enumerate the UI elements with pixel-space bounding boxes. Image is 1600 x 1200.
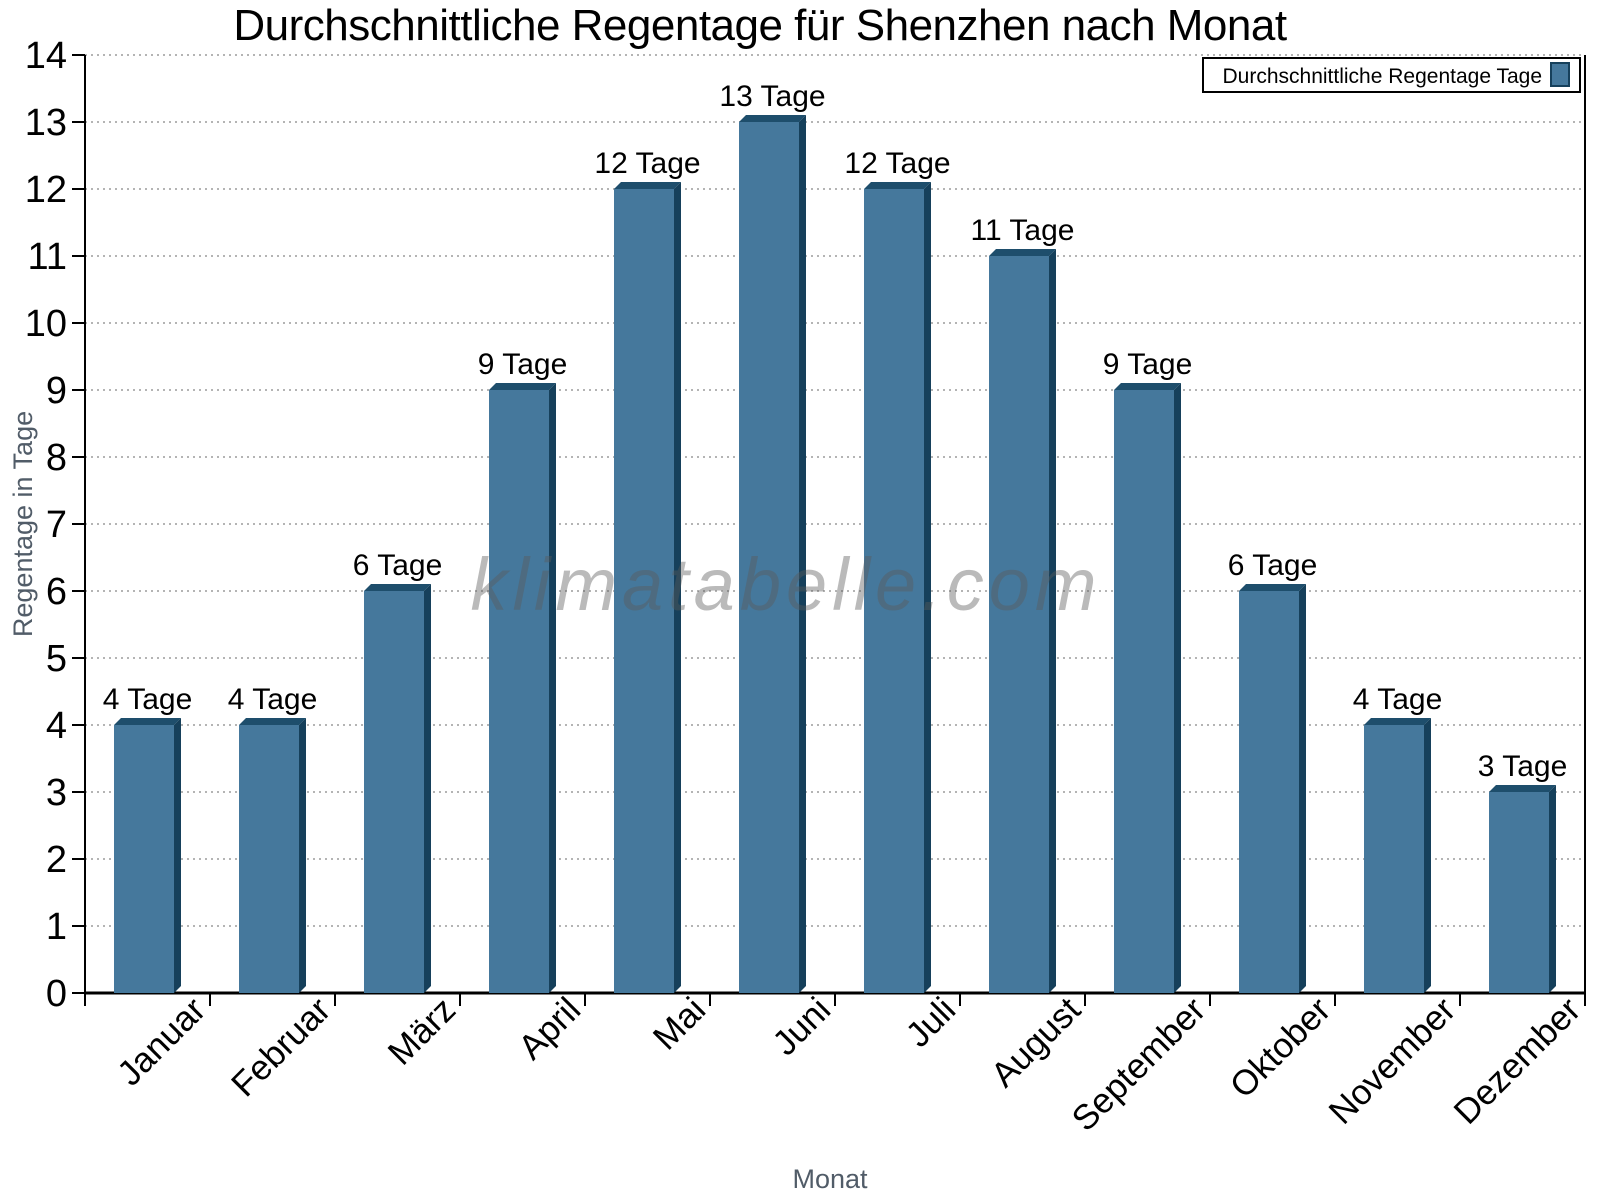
bar-top-face [1114,383,1181,390]
bar-face [1489,792,1549,993]
bar-april [489,383,556,993]
bar-value-label-februar: 4 Tage [228,683,318,716]
y-tick-label-4: 4 [46,705,67,747]
bar-top-face [989,249,1056,256]
bar-value-label-dezember: 3 Tage [1478,750,1568,783]
bar-face [1114,390,1174,993]
y-tick-label-12: 12 [25,169,67,211]
bar-top-face [114,718,181,725]
x-tick-label-marz: März [381,990,464,1073]
x-tick-label-oktober: Oktober [1223,990,1339,1106]
bar-face [989,256,1049,993]
y-tick-label-8: 8 [46,437,67,479]
y-tick-label-6: 6 [46,571,67,613]
bar-side-face [1299,584,1306,993]
bar-value-label-januar: 4 Tage [103,683,193,716]
x-tick-label-august: August [984,990,1089,1095]
x-tick-label-april: April [511,990,588,1067]
bar-top-face [1489,785,1556,792]
y-tick-label-13: 13 [25,102,67,144]
bar-side-face [174,718,181,993]
x-tick-label-september: September [1065,990,1214,1139]
y-tick-label-14: 14 [25,35,67,77]
bar-side-face [299,718,306,993]
bar-value-label-juli: 12 Tage [844,147,950,180]
bar-face [239,725,299,993]
bar-side-face [424,584,431,993]
bar-side-face [1549,785,1556,993]
legend-box [1202,57,1581,93]
bar-side-face [1049,249,1056,993]
bar-face [1364,725,1424,993]
y-tick-label-5: 5 [46,638,67,680]
bar-top-face [1239,584,1306,591]
bar-top-face [489,383,556,390]
x-tick-label-juli: Juli [898,990,963,1055]
chart-title: Durchschnittliche Regentage für Shenzhen… [233,1,1286,50]
watermark: klimatabelle.com [470,543,1101,626]
bar-top-face [739,115,806,122]
bar-top-face [1364,718,1431,725]
bar-side-face [1174,383,1181,993]
legend-label: Durchschnittliche Regentage Tage [1223,65,1542,88]
bar-face [114,725,174,993]
bar-value-label-april: 9 Tage [478,348,568,381]
bar-top-face [239,718,306,725]
bar-juni [739,115,806,993]
x-tick-label-februar: Februar [224,990,338,1104]
bar-value-label-juni: 13 Tage [719,80,825,113]
legend-swatch [1550,62,1570,87]
bar-august [989,249,1056,993]
y-tick-label-2: 2 [46,839,67,881]
y-tick-label-11: 11 [28,236,67,278]
bar-november [1364,718,1431,993]
bar-value-label-august: 11 Tage [971,214,1075,247]
bar-value-label-marz: 6 Tage [353,549,443,582]
x-tick-label-januar: Januar [110,990,213,1093]
bar-side-face [799,115,806,993]
bar-face [489,390,549,993]
x-tick-label-juni: Juni [765,990,838,1063]
bar-value-label-september: 9 Tage [1103,348,1193,381]
bar-top-face [364,584,431,591]
bar-face [1239,591,1299,993]
y-tick-label-1: 1 [46,906,67,948]
bar-marz [364,584,431,993]
bar-face [364,591,424,993]
bar-side-face [924,182,931,993]
y-tick-label-9: 9 [46,370,67,412]
x-tick-label-mai: Mai [646,990,713,1057]
x-axis-title: Monat [792,1164,868,1194]
y-tick-label-0: 0 [46,973,67,1015]
legend: Durchschnittliche Regentage Tage [1202,57,1581,93]
bar-face [864,189,924,993]
bar-januar [114,718,181,993]
y-tick-label-3: 3 [46,772,67,814]
bar-juli [864,182,931,993]
bar-face [739,122,799,993]
bar-side-face [674,182,681,993]
bar-mai [614,182,681,993]
bar-september [1114,383,1181,993]
bar-value-label-mai: 12 Tage [594,147,700,180]
bar-value-label-november: 4 Tage [1353,683,1443,716]
y-tick-label-7: 7 [46,504,67,546]
bar-dezember [1489,785,1556,993]
bar-top-face [864,182,931,189]
y-axis-title: Regentage in Tage [8,411,38,637]
bar-oktober [1239,584,1306,993]
bar-side-face [549,383,556,993]
bar-top-face [614,182,681,189]
y-tick-label-10: 10 [25,303,67,345]
bar-value-label-oktober: 6 Tage [1228,549,1318,582]
bar-face [614,189,674,993]
bar-februar [239,718,306,993]
bar-side-face [1424,718,1431,993]
x-tick-label-november: November [1321,990,1463,1132]
x-tick-label-dezember: Dezember [1446,990,1588,1132]
